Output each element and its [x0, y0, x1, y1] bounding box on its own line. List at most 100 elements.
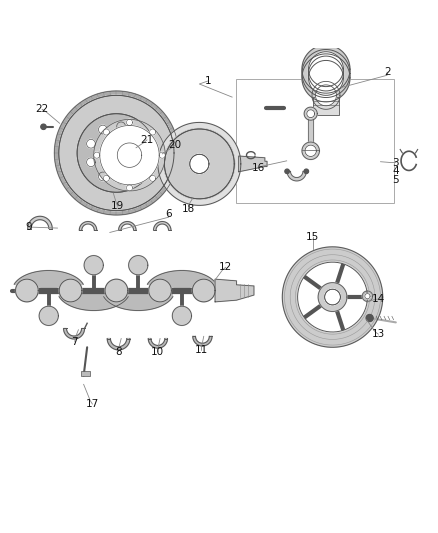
- Polygon shape: [59, 279, 82, 302]
- Polygon shape: [158, 123, 241, 205]
- Polygon shape: [302, 50, 350, 98]
- Polygon shape: [117, 122, 125, 131]
- Text: 4: 4: [392, 166, 399, 176]
- Polygon shape: [41, 124, 46, 130]
- Text: 8: 8: [115, 346, 122, 357]
- Polygon shape: [94, 119, 165, 191]
- Polygon shape: [117, 143, 142, 167]
- Polygon shape: [287, 171, 306, 181]
- Polygon shape: [39, 306, 58, 326]
- Polygon shape: [308, 119, 313, 144]
- Polygon shape: [59, 290, 128, 311]
- Text: 5: 5: [392, 175, 399, 185]
- Polygon shape: [103, 175, 110, 181]
- Polygon shape: [94, 152, 100, 158]
- Text: 9: 9: [26, 222, 32, 232]
- Polygon shape: [297, 262, 367, 332]
- Polygon shape: [285, 169, 289, 174]
- Polygon shape: [365, 294, 370, 299]
- Polygon shape: [107, 338, 130, 350]
- Text: 18: 18: [182, 204, 195, 214]
- Polygon shape: [133, 166, 141, 175]
- Polygon shape: [148, 338, 167, 348]
- Polygon shape: [15, 279, 38, 302]
- Polygon shape: [325, 289, 340, 305]
- Polygon shape: [99, 172, 107, 181]
- Text: 22: 22: [35, 104, 49, 114]
- Polygon shape: [307, 110, 314, 118]
- Bar: [237, 79, 394, 203]
- Polygon shape: [149, 279, 171, 302]
- Polygon shape: [79, 222, 97, 230]
- Polygon shape: [153, 222, 171, 230]
- Polygon shape: [172, 306, 191, 326]
- Polygon shape: [147, 271, 216, 290]
- Polygon shape: [104, 290, 173, 311]
- Polygon shape: [104, 141, 129, 165]
- Polygon shape: [215, 279, 254, 302]
- Polygon shape: [283, 247, 383, 348]
- Text: 19: 19: [111, 201, 124, 211]
- Polygon shape: [127, 119, 133, 125]
- Polygon shape: [77, 114, 155, 192]
- Bar: [313, 97, 339, 115]
- Polygon shape: [84, 256, 103, 275]
- Text: 12: 12: [219, 262, 232, 272]
- Polygon shape: [127, 185, 133, 191]
- Polygon shape: [318, 282, 347, 311]
- Polygon shape: [28, 216, 52, 229]
- Polygon shape: [103, 129, 110, 135]
- Polygon shape: [308, 56, 343, 91]
- Polygon shape: [129, 256, 148, 275]
- Text: 16: 16: [252, 163, 265, 173]
- Polygon shape: [117, 175, 125, 184]
- Text: 20: 20: [168, 140, 181, 150]
- Text: 11: 11: [195, 345, 208, 356]
- Text: 21: 21: [140, 135, 154, 145]
- Polygon shape: [192, 279, 215, 302]
- Polygon shape: [302, 142, 319, 159]
- Polygon shape: [59, 95, 174, 211]
- Polygon shape: [164, 129, 234, 199]
- Polygon shape: [308, 60, 343, 95]
- Text: 10: 10: [151, 346, 164, 357]
- Polygon shape: [239, 156, 267, 172]
- Polygon shape: [102, 139, 131, 167]
- Polygon shape: [312, 82, 340, 109]
- Polygon shape: [105, 279, 128, 302]
- Polygon shape: [77, 114, 155, 192]
- Text: 14: 14: [372, 294, 385, 304]
- Polygon shape: [87, 139, 95, 148]
- Polygon shape: [366, 314, 373, 321]
- Polygon shape: [150, 129, 155, 135]
- Polygon shape: [325, 289, 340, 305]
- Polygon shape: [315, 85, 336, 106]
- Polygon shape: [99, 125, 107, 134]
- Polygon shape: [164, 129, 234, 199]
- Polygon shape: [308, 52, 343, 87]
- Text: 2: 2: [384, 67, 390, 77]
- Polygon shape: [304, 169, 308, 174]
- Polygon shape: [139, 149, 148, 157]
- Polygon shape: [305, 145, 316, 157]
- Text: 6: 6: [166, 209, 172, 219]
- Polygon shape: [64, 328, 85, 339]
- Polygon shape: [304, 107, 317, 120]
- Polygon shape: [133, 131, 141, 140]
- Polygon shape: [302, 54, 350, 102]
- Text: 7: 7: [71, 337, 78, 346]
- Polygon shape: [159, 152, 165, 158]
- Text: 13: 13: [372, 329, 385, 339]
- Text: 15: 15: [306, 232, 319, 242]
- Polygon shape: [150, 175, 155, 181]
- Text: 3: 3: [392, 158, 399, 167]
- Polygon shape: [362, 291, 373, 302]
- Polygon shape: [87, 158, 95, 167]
- Polygon shape: [193, 336, 212, 346]
- Text: 17: 17: [86, 399, 99, 409]
- Bar: [81, 372, 90, 376]
- Text: 1: 1: [205, 76, 212, 86]
- Polygon shape: [119, 222, 136, 230]
- Polygon shape: [100, 125, 159, 185]
- Polygon shape: [54, 91, 178, 215]
